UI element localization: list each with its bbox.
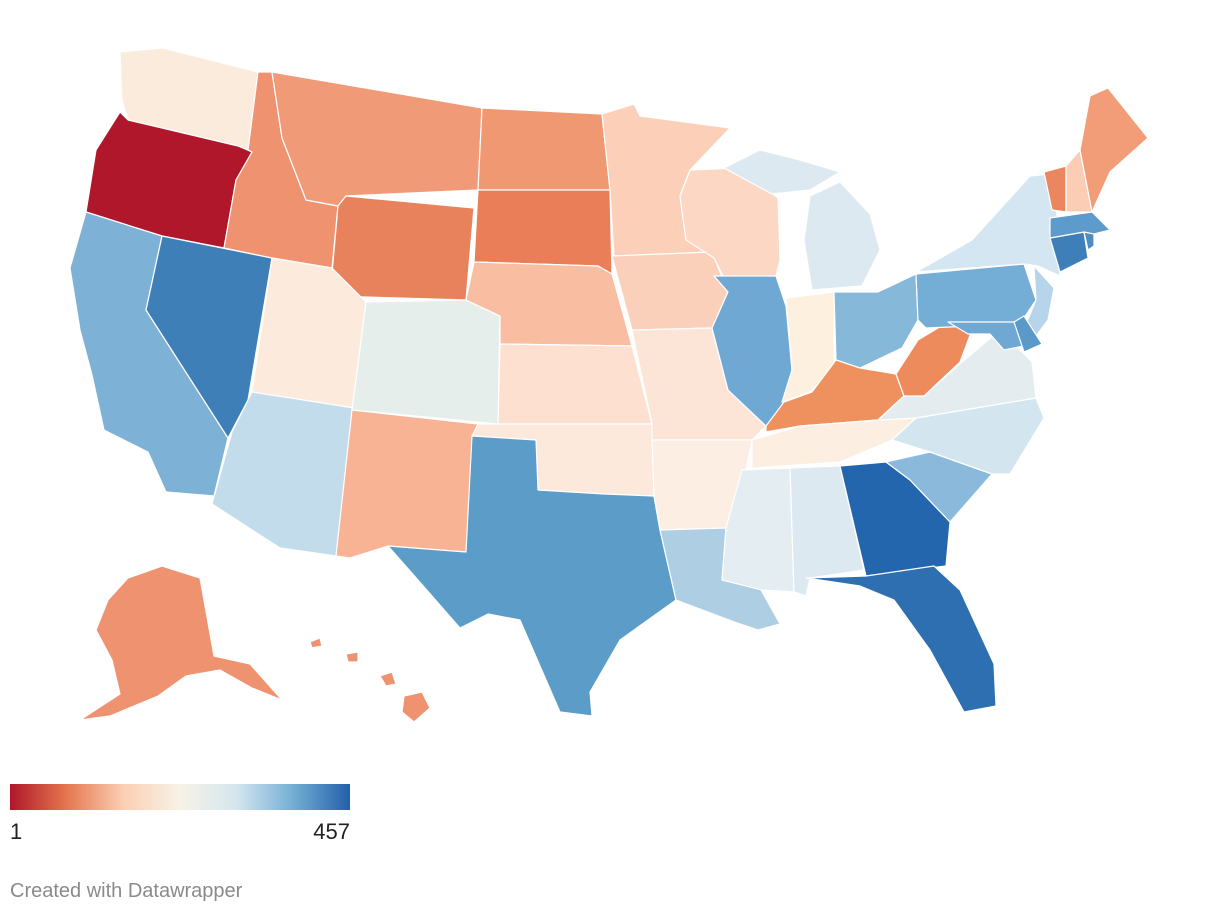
credit-text: Created with Datawrapper [10, 880, 243, 902]
state-wy[interactable] [329, 195, 475, 301]
legend-labels: 1 457 [10, 815, 350, 845]
state-hi-oahu[interactable] [345, 651, 359, 663]
state-ia[interactable] [611, 251, 729, 331]
state-hi-kauai[interactable] [309, 637, 323, 649]
legend-max-label: 457 [313, 819, 350, 844]
legend-gradient-bar [10, 784, 350, 810]
state-hi-maui[interactable] [379, 671, 397, 687]
state-mt[interactable] [271, 71, 483, 207]
state-mi-upper[interactable] [723, 149, 841, 195]
state-tx[interactable] [387, 435, 677, 717]
state-wv[interactable] [895, 321, 973, 397]
state-ak[interactable] [79, 565, 283, 721]
states-layer [69, 47, 1149, 723]
map-svg [69, 47, 1149, 723]
state-sd[interactable] [473, 189, 613, 275]
state-mi[interactable] [803, 181, 881, 291]
color-legend: 1 457 [10, 784, 350, 845]
state-pa[interactable] [915, 263, 1037, 329]
state-de[interactable] [1013, 315, 1043, 353]
state-ny[interactable] [915, 173, 1061, 277]
legend-min-label: 1 [10, 819, 23, 844]
state-hi[interactable] [401, 691, 431, 723]
state-nm[interactable] [335, 409, 479, 559]
state-co[interactable] [351, 299, 501, 425]
state-sc[interactable] [885, 451, 993, 523]
state-me[interactable] [1079, 87, 1149, 213]
us-state-map [69, 47, 1149, 723]
state-nd[interactable] [477, 107, 611, 191]
state-oh[interactable] [833, 273, 919, 369]
state-fl[interactable] [805, 565, 997, 713]
state-ks[interactable] [497, 343, 653, 425]
